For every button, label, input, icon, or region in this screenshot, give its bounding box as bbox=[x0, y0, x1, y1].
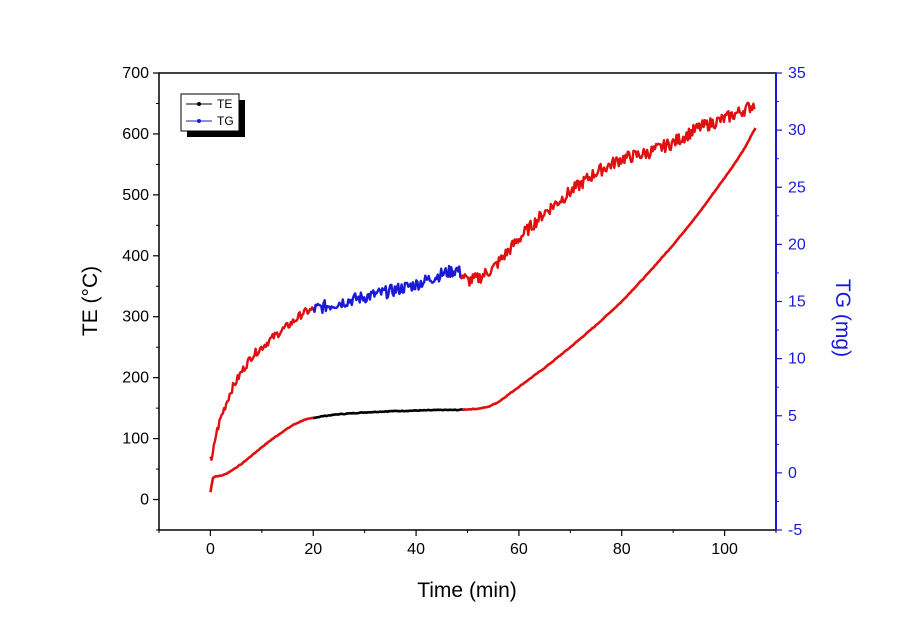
y-right-tick-label: 25 bbox=[788, 179, 806, 196]
y-left-tick-label: 100 bbox=[122, 431, 149, 448]
y-left-tick-label: 300 bbox=[122, 309, 149, 326]
te-series-line-heating bbox=[209, 416, 317, 493]
x-tick-label: 80 bbox=[613, 541, 631, 558]
y-left-tick-label: 0 bbox=[140, 492, 149, 509]
y-right-tick-label: 35 bbox=[788, 65, 806, 82]
legend: TE TG bbox=[180, 93, 245, 137]
tg-series-line-rise bbox=[459, 101, 756, 287]
y-right-tick-label: 10 bbox=[788, 351, 806, 368]
x-axis-title: Time (min) bbox=[417, 579, 517, 602]
tg-series-line-plateau bbox=[312, 264, 464, 314]
x-tick-label: 100 bbox=[711, 541, 738, 558]
y-right-tick-label: 5 bbox=[788, 408, 797, 425]
left-y-axis-title: TE (°C) bbox=[79, 266, 102, 336]
te-series-line-plateau bbox=[313, 408, 466, 420]
y-right-tick-label: 0 bbox=[788, 465, 797, 482]
x-tick-label: 20 bbox=[304, 541, 322, 558]
y-right-tick-label: 30 bbox=[788, 122, 806, 139]
legend-marker-te bbox=[197, 102, 201, 106]
axis-ticks bbox=[153, 72, 782, 536]
legend-label-tg: TG bbox=[217, 114, 234, 128]
legend-box bbox=[180, 93, 240, 132]
y-right-tick-label: 15 bbox=[788, 294, 806, 311]
right-y-axis-title: TG (mg) bbox=[831, 279, 854, 357]
legend-marker-tg bbox=[197, 119, 201, 123]
series-layer bbox=[209, 101, 757, 493]
y-left-tick-label: 500 bbox=[122, 187, 149, 204]
y-left-tick-label: 700 bbox=[122, 65, 149, 82]
legend-label-te: TE bbox=[217, 97, 232, 111]
x-tick-label: 0 bbox=[206, 541, 215, 558]
y-right-tick-label: 20 bbox=[788, 236, 806, 253]
y-left-tick-label: 400 bbox=[122, 248, 149, 265]
y-right-tick-label: -5 bbox=[788, 522, 802, 539]
tick-labels: 0 20 40 60 80 100 0 100 200 300 400 500 600 700 -5 0 5 10… bbox=[122, 65, 806, 558]
x-tick-label: 60 bbox=[510, 541, 528, 558]
tg-series-line-initial bbox=[209, 303, 319, 461]
x-tick-label: 40 bbox=[407, 541, 425, 558]
y-left-tick-label: 200 bbox=[122, 370, 149, 387]
te-series-line-ramp bbox=[462, 127, 757, 412]
y-left-tick-label: 600 bbox=[122, 126, 149, 143]
